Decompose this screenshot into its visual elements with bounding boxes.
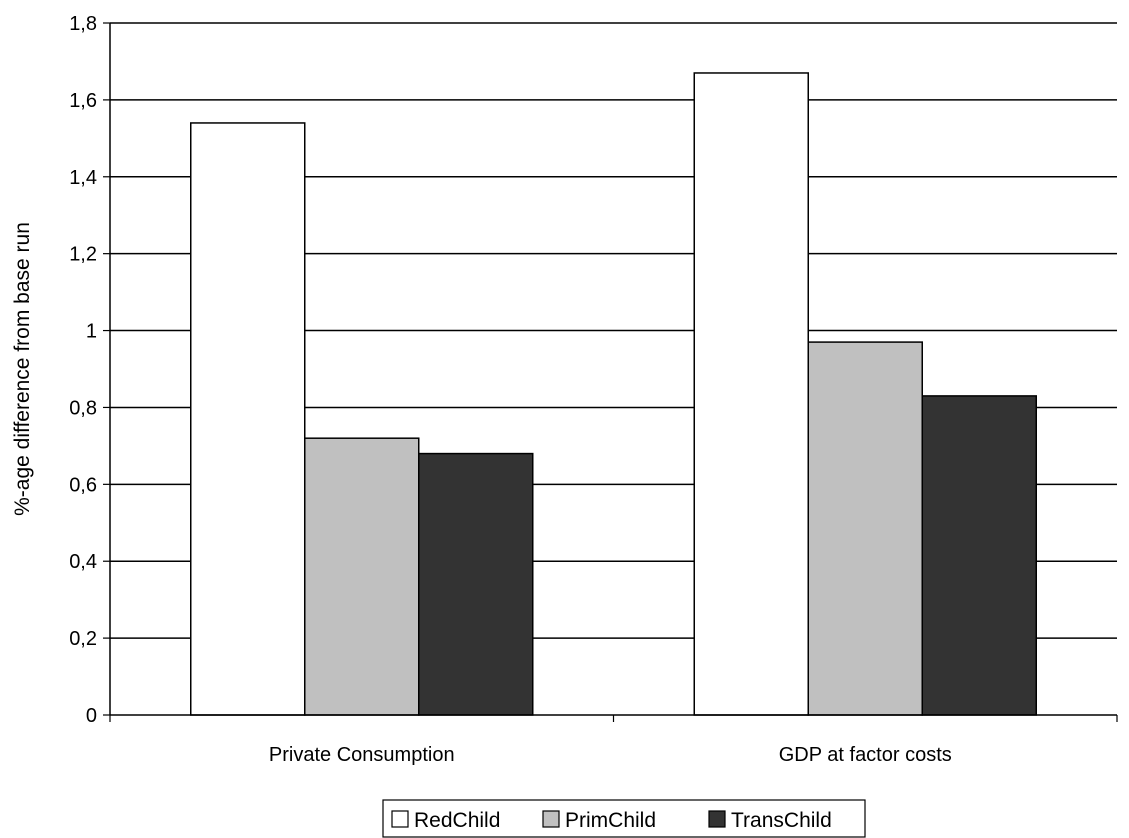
y-tick-labels: 0 0,2 0,4 0,6 0,8 1 1,2 1,4 1,6 1,8 [69,13,97,727]
legend-swatch-primchild [542,810,560,828]
legend-box [382,799,866,838]
legend: RedChild PrimChild TransChild [382,799,866,838]
bars [190,72,1037,716]
bar-primchild [807,341,923,716]
y-tick-label: 1,2 [69,244,97,266]
y-tick-label: 1,4 [69,167,97,189]
bar-transchild [921,395,1037,716]
y-tick-label: 0,6 [69,474,97,496]
legend-label-redchild: RedChild [414,809,500,832]
axes [103,22,1118,722]
bar-redchild [190,122,306,716]
x-tick-labels: Private Consumption GDP at factor costs [269,744,952,766]
y-tick-label: 1,6 [69,90,97,112]
legend-label-transchild: TransChild [731,809,832,832]
legend-label-primchild: PrimChild [565,809,656,832]
bar-transchild [418,452,534,716]
y-axis-title: %-age difference from base run [11,222,34,516]
y-tick-label: 1,8 [69,13,97,35]
y-tick-label: 0 [86,705,97,727]
y-tick-label: 1 [86,321,97,343]
bar-primchild [304,437,420,716]
y-tick-label: 0,4 [69,551,97,573]
y-tick-label: 0,2 [69,628,97,650]
legend-swatch-transchild [708,810,726,828]
legend-swatch-redchild [391,810,409,828]
y-tick-label: 0,8 [69,397,97,419]
bar-redchild [693,72,809,716]
x-tick-label: GDP at factor costs [779,744,952,766]
x-tick-label: Private Consumption [269,744,455,766]
